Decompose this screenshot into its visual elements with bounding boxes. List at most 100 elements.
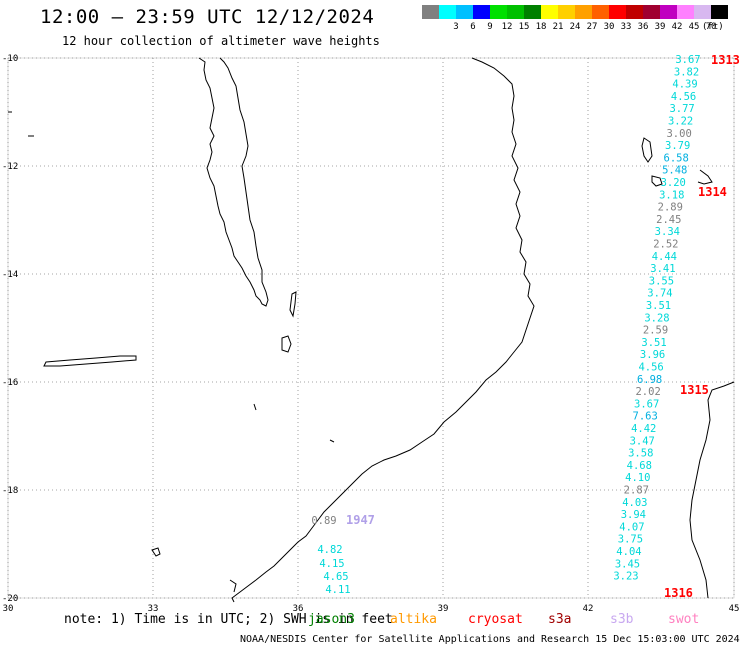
wave-height-value: 2.45 — [656, 214, 681, 226]
scale-swatch — [524, 5, 541, 19]
pass-number-label: 1315 — [680, 383, 709, 397]
wave-height-value: 3.18 — [659, 189, 684, 201]
scale-label: 36 — [637, 22, 649, 32]
wave-height-value: 3.47 — [630, 435, 655, 447]
wave-height-value: 3.51 — [641, 337, 666, 349]
mozambique-coastline — [231, 57, 535, 603]
wave-height-value: 3.94 — [621, 509, 646, 521]
longitude-label: 39 — [438, 604, 449, 614]
wave-height-value: 2.52 — [653, 239, 678, 251]
scale-label: 30 — [603, 22, 615, 32]
longitude-label: 42 — [583, 604, 594, 614]
comoros-island-small — [651, 175, 663, 187]
wave-height-value: 2.59 — [643, 325, 668, 337]
scale-swatch — [660, 5, 677, 19]
pass-number-label: 1313 — [711, 53, 740, 67]
latitude-label: -18 — [2, 486, 18, 496]
wave-height-value: 4.44 — [652, 251, 677, 263]
wave-height-value: 3.75 — [618, 534, 643, 546]
legend-satellite-jason3: jason3 — [308, 612, 355, 627]
wave-height-value: 0.89 — [311, 515, 336, 527]
scale-swatch — [694, 5, 711, 19]
wave-height-value: 3.96 — [640, 349, 665, 361]
wave-height-value: 4.10 — [625, 472, 650, 484]
scale-swatch — [473, 5, 490, 19]
map-title: 12:00 – 23:59 UTC 12/12/2024 — [40, 6, 375, 28]
legend-satellite-altika: altika — [390, 612, 437, 627]
scale-label: 15 — [518, 22, 530, 32]
scale-swatch — [592, 5, 609, 19]
scale-label: 12 — [501, 22, 513, 32]
scale-label: 18 — [535, 22, 547, 32]
wave-height-value: 3.51 — [646, 300, 671, 312]
wave-height-value: 4.56 — [638, 362, 663, 374]
scale-label: 33 — [620, 22, 632, 32]
scale-label: 21 — [552, 22, 564, 32]
latitude-label: -12 — [2, 162, 18, 172]
wave-height-value: 4.68 — [627, 460, 652, 472]
wave-height-value: 3.34 — [655, 226, 680, 238]
longitude-label: 45 — [729, 604, 740, 614]
lake-chilwa — [281, 335, 292, 353]
lake-bangweulu — [43, 355, 137, 367]
wave-height-value: 2.87 — [624, 485, 649, 497]
wave-height-value: 4.03 — [622, 497, 647, 509]
wave-height-value: 4.07 — [619, 521, 644, 533]
wave-height-value: 3.67 — [675, 54, 700, 66]
wave-height-values: 3.673.824.394.563.773.223.003.796.585.48… — [311, 54, 700, 596]
scale-unit: (ft) — [702, 22, 724, 32]
scale-label: 27 — [586, 22, 598, 32]
wave-height-value: 3.41 — [650, 263, 675, 275]
legend-satellite-cryosat: cryosat — [468, 612, 523, 627]
wave-height-value: 4.56 — [671, 91, 696, 103]
scale-label: 3 — [453, 22, 459, 32]
longitude-label: 36 — [293, 604, 304, 614]
footer-credit: NOAA/NESDIS Center for Satellite Applica… — [240, 634, 740, 645]
legend-note: note: 1) Time is in UTC; 2) SWH is in fe… — [64, 612, 393, 627]
legend-satellite-swot: swot — [668, 612, 700, 627]
wave-height-value: 4.15 — [319, 558, 344, 570]
scale-swatch — [507, 5, 524, 19]
scale-swatch — [677, 5, 694, 19]
small-island-3 — [253, 403, 257, 411]
pass-number-label: 1314 — [698, 185, 727, 199]
wave-height-value: 3.74 — [647, 288, 672, 300]
legend-satellite-s3a: s3a — [548, 612, 572, 627]
map-frame — [7, 57, 735, 599]
scale-label: 9 — [487, 22, 493, 32]
wave-height-value: 3.58 — [628, 448, 653, 460]
wave-height-value: 6.98 — [637, 374, 662, 386]
wave-height-value: 4.42 — [631, 423, 656, 435]
wave-height-value: 4.04 — [616, 546, 641, 558]
longitude-label: 33 — [148, 604, 159, 614]
wave-height-value: 4.82 — [317, 544, 342, 556]
wave-height-value: 4.39 — [672, 79, 697, 91]
small-island-4 — [329, 439, 335, 443]
wave-height-value: 3.55 — [649, 275, 674, 287]
madagascar-coastline — [689, 169, 735, 599]
wave-height-value: 3.67 — [634, 398, 659, 410]
wave-height-value: 3.77 — [669, 103, 694, 115]
pass-number-labels: 1313 1314 1315 1316 1947 — [346, 53, 740, 600]
graticule-grid — [7, 57, 735, 599]
scale-swatch — [541, 5, 558, 19]
axis-labels: 30 33 36 39 42 45 -10 -12 -14 -16 -18 -20 — [2, 54, 739, 614]
wave-height-value: 3.20 — [661, 177, 686, 189]
pass-number-label: 1316 — [664, 586, 693, 600]
wave-height-value: 2.02 — [635, 386, 660, 398]
wave-height-value: 3.23 — [613, 571, 638, 583]
coastlines — [8, 57, 735, 603]
scale-label: 6 — [470, 22, 476, 32]
wave-height-value: 5.48 — [662, 165, 687, 177]
cahora-bassa-fragment — [229, 579, 237, 593]
comoros-island-large — [641, 137, 653, 163]
lake-kariba-fragment — [151, 547, 161, 557]
scale-swatch — [643, 5, 660, 19]
scale-swatch — [609, 5, 626, 19]
scale-label: 70 — [705, 22, 717, 32]
scale-swatch — [490, 5, 507, 19]
wave-height-value: 6.58 — [664, 152, 689, 164]
lake-chiuta — [289, 291, 297, 318]
